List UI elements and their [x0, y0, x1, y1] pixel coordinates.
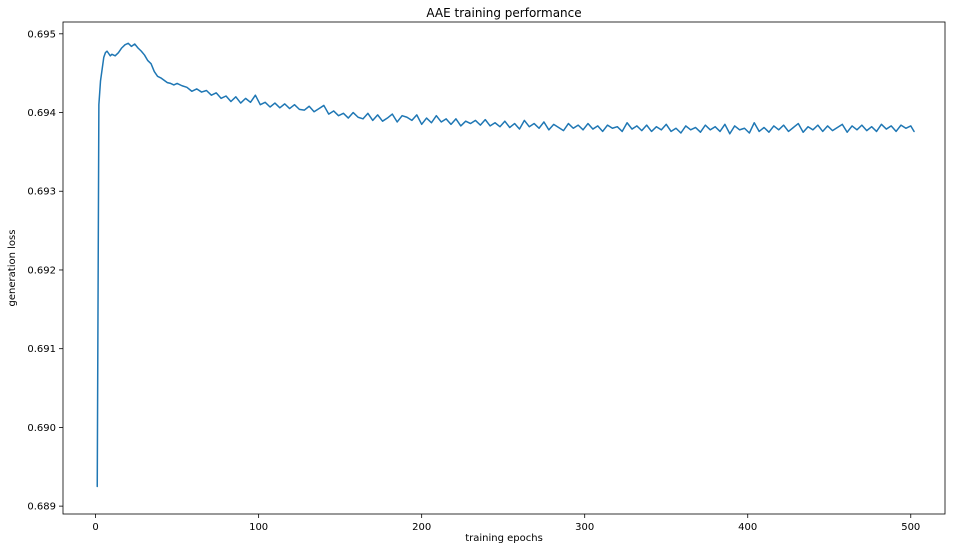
- x-tick-label: 400: [738, 522, 757, 533]
- y-axis-label: generation loss: [7, 230, 18, 307]
- x-tick-label: 100: [249, 522, 268, 533]
- x-tick-label: 500: [901, 522, 920, 533]
- x-tick-label: 200: [412, 522, 431, 533]
- y-tick-label: 0.695: [27, 29, 56, 40]
- x-tick-label: 300: [575, 522, 594, 533]
- y-tick-label: 0.690: [27, 423, 56, 434]
- x-axis-label: training epochs: [465, 533, 543, 544]
- plot-background: [63, 22, 945, 514]
- y-tick-label: 0.689: [27, 502, 56, 513]
- x-tick-label: 0: [92, 522, 98, 533]
- x-axis-ticks: 0 100 200 300 400 500: [92, 514, 920, 533]
- y-tick-label: 0.693: [27, 187, 56, 198]
- axes-frame: [62, 21, 946, 515]
- y-tick-label: 0.694: [27, 108, 56, 119]
- chart-title: AAE training performance: [426, 6, 581, 20]
- series-line-generation-loss: [96, 42, 915, 488]
- y-tick-label: 0.692: [27, 265, 56, 276]
- plot-area: 0 100 200 300 400 500 0.6890.6900.6910.6920.6…: [27, 21, 946, 533]
- y-tick-label: 0.691: [27, 344, 56, 355]
- y-axis-ticks: 0.689 0.690 0.691 0.692 0.693 0.694 0.695: [27, 29, 63, 513]
